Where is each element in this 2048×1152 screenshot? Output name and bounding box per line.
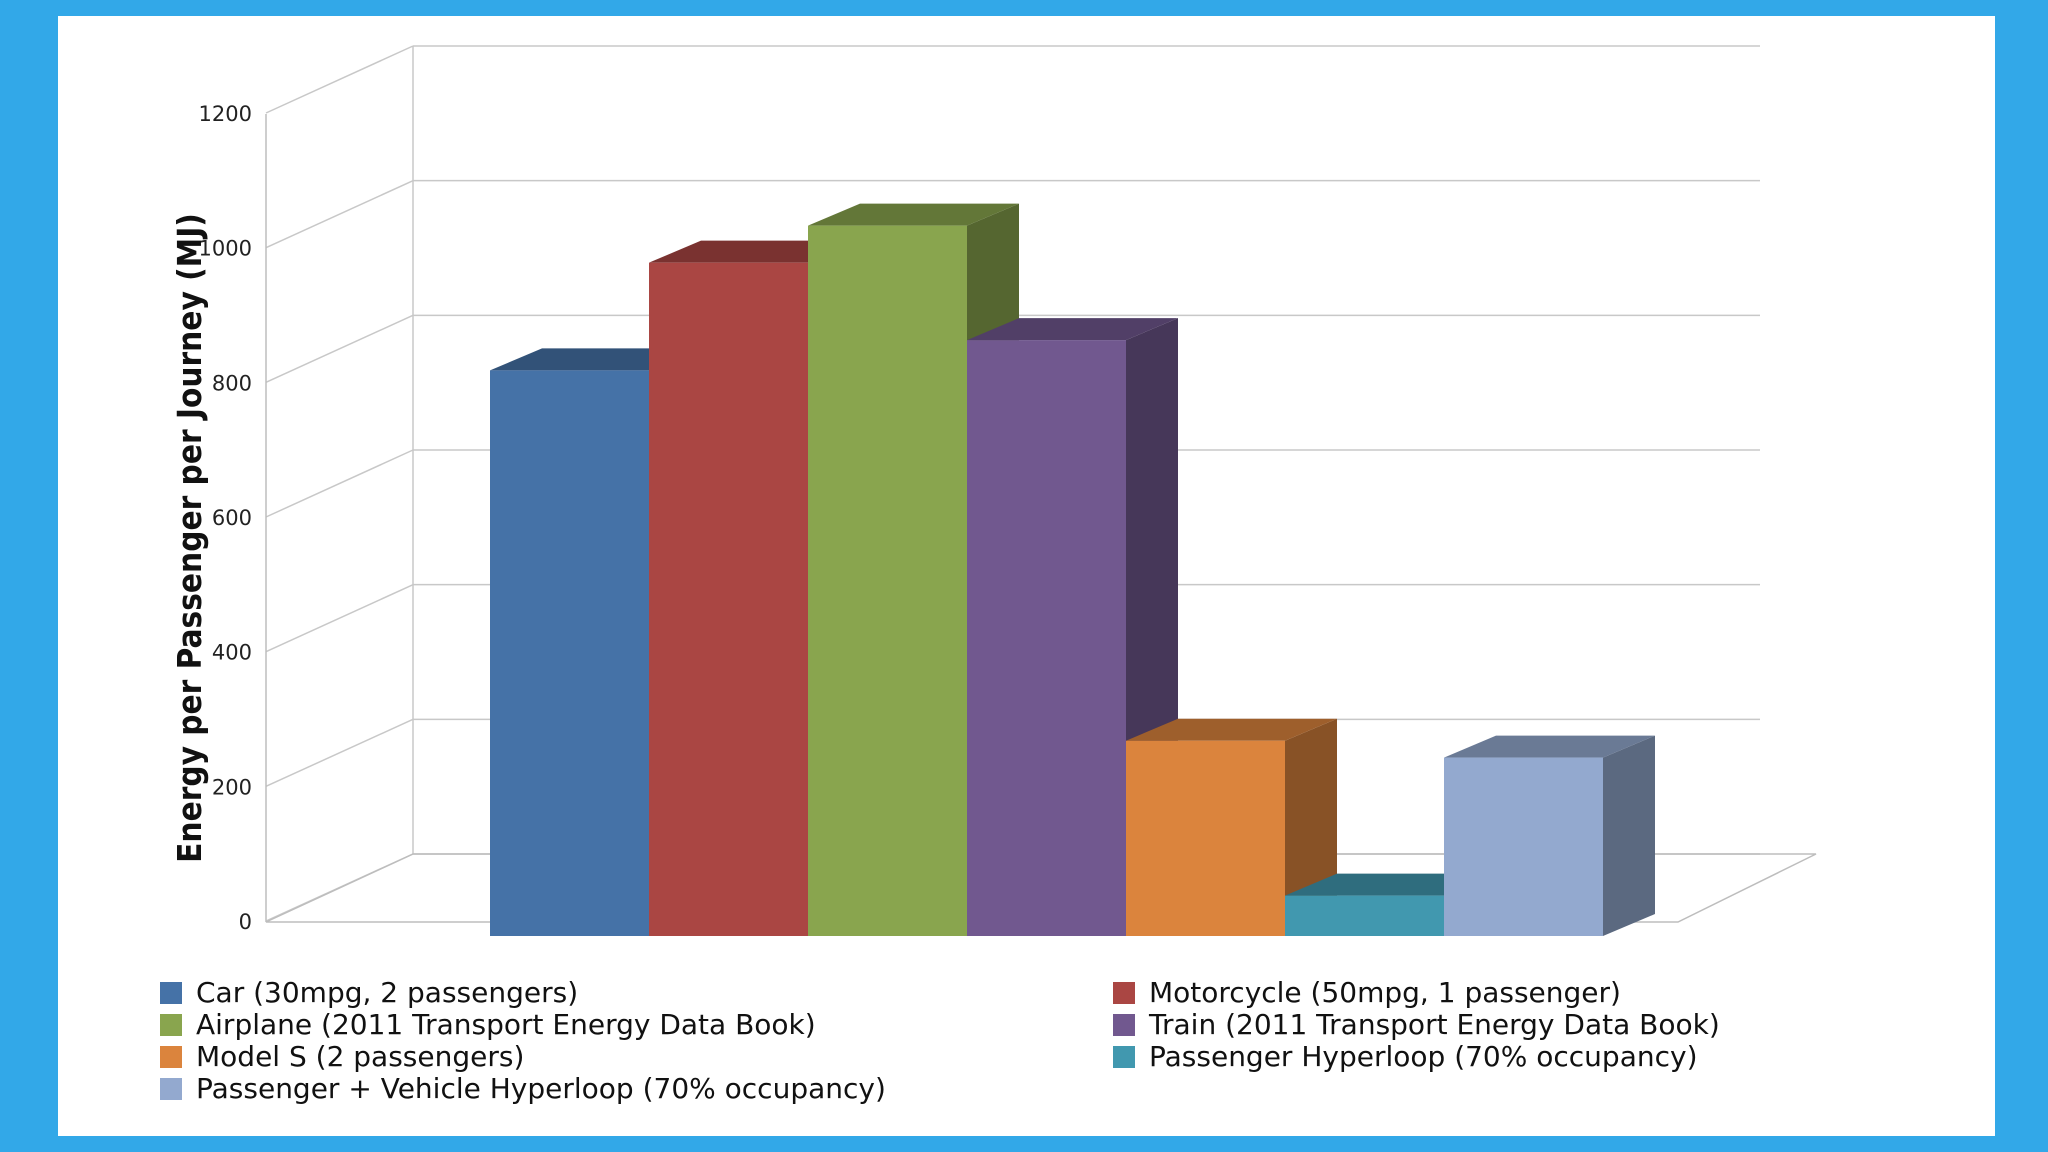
y-tick-label: 200	[212, 775, 252, 799]
bar-top	[1285, 873, 1496, 896]
legend-swatch	[160, 1013, 182, 1036]
legend-item: Motorcycle (50mpg, 1 passenger)	[1113, 976, 1621, 1009]
legend-swatch	[1113, 1013, 1135, 1036]
legend-label: Motorcycle (50mpg, 1 passenger)	[1149, 976, 1621, 1009]
y-tick-label: 0	[239, 910, 252, 934]
bar-5	[1285, 873, 1496, 936]
legend-item: Train (2011 Transport Energy Data Book)	[1113, 1008, 1720, 1041]
legend-label: Passenger Hyperloop (70% occupancy)	[1149, 1040, 1698, 1073]
bar-top	[967, 318, 1178, 341]
y-tick-label: 400	[212, 641, 252, 665]
bar-top	[649, 240, 860, 263]
gridline-diagonal	[265, 583, 414, 653]
legend-label: Model S (2 passengers)	[196, 1040, 525, 1073]
legend-item: Model S (2 passengers)	[160, 1040, 524, 1073]
legend: Car (30mpg, 2 passengers) Motorcycle (50m…	[108, 976, 1968, 1126]
bar-front	[967, 340, 1126, 937]
gridline-diagonal	[265, 314, 414, 384]
bar-front	[1126, 740, 1285, 936]
y-tick-label: 600	[212, 506, 252, 530]
bar-top	[808, 203, 1019, 226]
chart-panel: 0 200 400 600 800 1000 1200 Energy per Passeng…	[58, 16, 1995, 1136]
legend-item: Airplane (2011 Transport Energy Data Boo…	[160, 1008, 816, 1041]
gridline-diagonal	[265, 718, 414, 788]
legend-item: Passenger + Vehicle Hyperloop (70% occup…	[160, 1072, 886, 1105]
legend-label: Train (2011 Transport Energy Data Book)	[1149, 1008, 1720, 1041]
legend-swatch	[160, 1045, 182, 1068]
legend-label: Car (30mpg, 2 passengers)	[196, 976, 579, 1009]
legend-swatch	[1113, 1045, 1135, 1068]
y-tick-label: 1200	[199, 102, 252, 126]
bar-chart: 0 200 400 600 800 1000 1200 Energy per Passeng…	[170, 45, 1817, 937]
gridline-diagonal	[265, 449, 414, 518]
y-tick-label: 800	[212, 371, 252, 395]
bar-front	[649, 262, 808, 936]
bar-6	[1444, 735, 1655, 936]
bar-top	[1444, 735, 1655, 758]
legend-label: Airplane (2011 Transport Energy Data Boo…	[196, 1008, 816, 1041]
bar-front	[808, 225, 967, 937]
bar-front	[490, 370, 649, 936]
legend-label: Passenger + Vehicle Hyperloop (70% occup…	[196, 1072, 886, 1105]
bar-side	[1603, 735, 1655, 936]
bar-front	[1444, 757, 1603, 936]
bar-top	[490, 348, 701, 371]
legend-item: Passenger Hyperloop (70% occupancy)	[1113, 1040, 1698, 1073]
y-tick-label: 1000	[199, 237, 252, 261]
bar-top	[1126, 718, 1337, 741]
gridline-diagonal	[265, 179, 414, 249]
legend-swatch	[1113, 981, 1135, 1004]
legend-swatch	[160, 981, 182, 1004]
gridline-diagonal	[265, 45, 414, 114]
legend-item: Car (30mpg, 2 passengers)	[160, 976, 578, 1009]
legend-swatch	[160, 1077, 182, 1100]
bar-front	[1285, 895, 1444, 936]
y-axis-label: Energy per Passenger per Journey (MJ)	[170, 213, 209, 863]
